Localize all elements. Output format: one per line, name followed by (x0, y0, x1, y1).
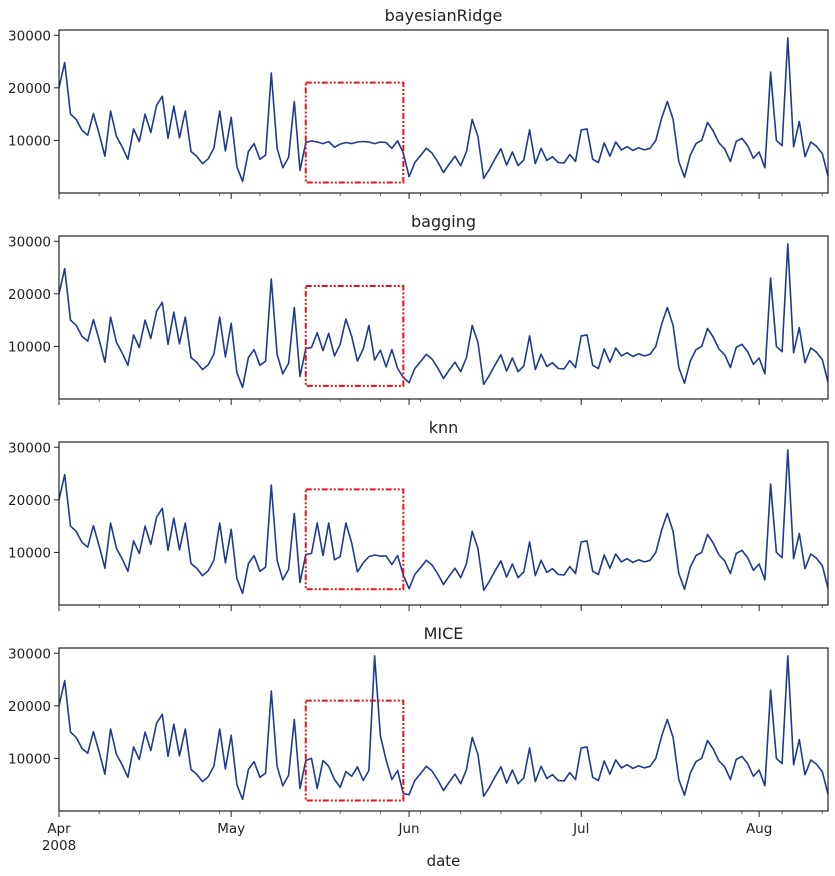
x-tick-label: Jun (398, 821, 420, 837)
panel-frame (58, 235, 829, 400)
y-tick-label: 30000 (8, 234, 51, 250)
panel-title: MICE (424, 624, 464, 643)
imputed-region-box (304, 284, 405, 387)
series-line (58, 449, 829, 595)
panel-frame (58, 29, 829, 194)
series-line (58, 243, 829, 389)
x-tick-sublabel: 2008 (42, 838, 76, 854)
x-tick-label: Apr (47, 821, 71, 837)
x-tick-label: Aug (746, 821, 772, 837)
y-tick-label: 30000 (8, 646, 51, 662)
y-tick-label: 20000 (8, 493, 51, 509)
panel-frame (58, 441, 829, 606)
imputed-region-box (304, 81, 405, 184)
y-tick-label: 10000 (8, 545, 51, 561)
imputed-region-box (304, 488, 405, 591)
y-tick-label: 20000 (8, 81, 51, 97)
panel-title: bagging (411, 212, 476, 231)
y-tick-label: 30000 (8, 28, 51, 44)
y-tick-label: 10000 (8, 339, 51, 355)
panel-frame (58, 647, 829, 812)
x-tick-label: May (217, 821, 245, 837)
y-tick-label: 30000 (8, 440, 51, 456)
x-axis-label: date (427, 852, 461, 870)
panel-title: bayesianRidge (385, 6, 503, 25)
imputed-region-box (304, 699, 405, 802)
series-line (58, 37, 829, 183)
y-tick-label: 10000 (8, 133, 51, 149)
y-tick-label: 20000 (8, 287, 51, 303)
y-tick-label: 10000 (8, 751, 51, 767)
panel-title: knn (429, 418, 459, 437)
series-line (58, 655, 829, 801)
x-tick-label: Jul (572, 821, 589, 837)
y-tick-label: 20000 (8, 699, 51, 715)
